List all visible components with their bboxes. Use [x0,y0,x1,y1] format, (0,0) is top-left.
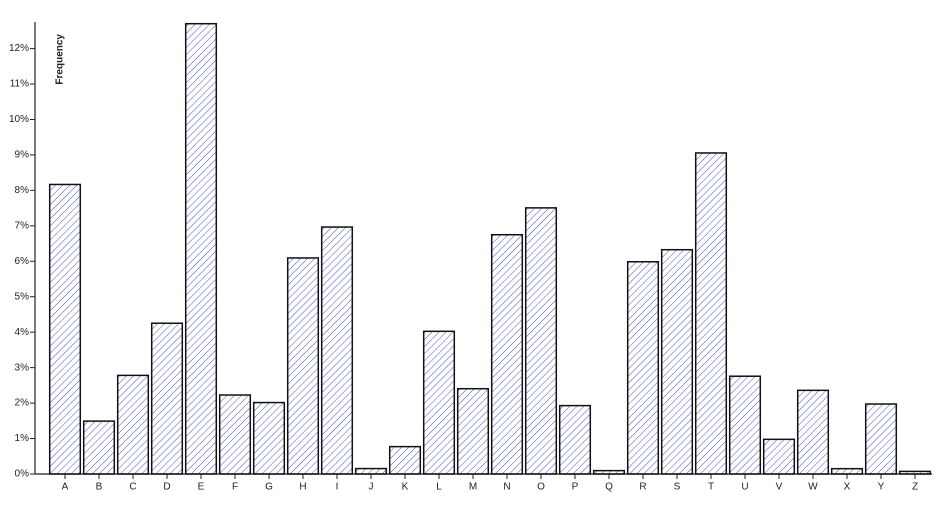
bar [388,445,422,475]
bar [184,22,218,475]
x-tick-label: F [232,482,238,493]
bar [660,248,694,475]
x-tick-label: A [62,482,69,493]
y-tick-label: 2% [15,398,30,409]
x-tick-label: G [265,482,273,493]
y-tick-label: 12% [9,43,29,54]
y-tick-label: 10% [9,114,29,125]
x-tick-label: C [129,482,136,493]
bar [82,420,116,475]
x-tick-label: S [674,482,681,493]
bar [728,375,762,475]
bar [762,438,796,475]
y-tick-label: 1% [15,433,30,444]
x-tick-label: Y [878,482,885,493]
x-tick-label: Q [605,482,613,493]
y-tick-label: 5% [15,291,30,302]
x-tick-label: I [336,482,339,493]
bar [592,469,626,475]
bar [422,330,456,475]
x-tick-label: D [163,482,170,493]
bar [456,387,490,475]
x-tick-label: V [776,482,783,493]
x-tick-label: B [96,482,103,493]
bar [830,467,864,475]
y-tick-label: 3% [15,362,30,373]
x-tick-label: H [299,482,306,493]
x-tick-label: T [708,482,714,493]
bar [898,470,932,475]
x-tick-label: E [198,482,205,493]
bar [286,257,320,475]
bar [252,401,286,475]
bar [150,322,184,475]
bar [48,183,82,475]
x-tick-label: K [402,482,409,493]
bar [490,233,524,475]
y-tick-label: 7% [15,220,30,231]
y-tick-label: 9% [15,150,30,161]
x-tick-label: P [572,482,579,493]
bar [116,374,150,475]
y-tick-label: 11% [10,79,29,90]
x-tick-label: M [469,482,477,493]
y-tick-label: 4% [15,327,30,338]
y-axis-label: Frequency [55,34,66,85]
x-tick-label: Z [912,482,918,493]
bar [218,394,252,475]
x-tick-label: N [503,482,510,493]
bar [694,152,728,475]
bar [558,404,592,475]
x-tick-label: U [741,482,748,493]
bar [796,389,830,475]
x-tick-label: L [436,482,442,493]
bar [354,467,388,475]
x-tick-label: X [844,482,851,493]
bar [626,261,660,475]
y-tick-label: 6% [15,256,30,267]
bar [524,207,558,475]
x-tick-label: W [808,482,818,493]
x-tick-label: R [639,482,646,493]
x-tick-label: O [537,482,545,493]
bar [864,403,898,475]
y-tick-label: 0% [15,469,30,480]
y-tick-label: 8% [15,185,30,196]
x-tick-label: J [369,482,374,493]
bar [320,226,354,475]
